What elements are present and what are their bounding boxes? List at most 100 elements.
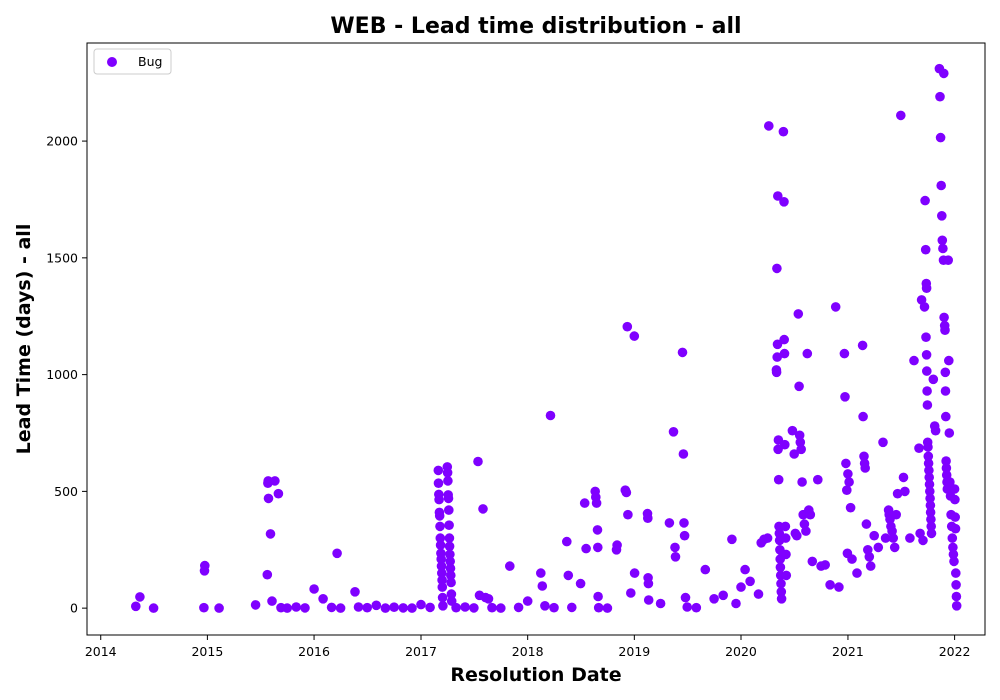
x-tick-label: 2022 bbox=[939, 644, 971, 659]
data-point bbox=[444, 505, 454, 515]
data-point bbox=[896, 110, 906, 121]
data-point bbox=[473, 456, 483, 467]
data-point bbox=[771, 367, 782, 378]
data-point bbox=[451, 602, 461, 613]
data-point bbox=[273, 488, 284, 499]
data-point bbox=[924, 479, 935, 490]
data-point bbox=[921, 350, 932, 360]
data-point bbox=[575, 578, 586, 589]
data-point bbox=[841, 458, 851, 469]
data-point bbox=[282, 603, 293, 613]
data-point bbox=[443, 493, 454, 504]
data-point bbox=[852, 568, 862, 578]
data-point bbox=[930, 425, 941, 436]
data-point bbox=[780, 533, 791, 543]
y-tick-label: 1500 bbox=[46, 250, 78, 265]
data-point bbox=[773, 474, 784, 485]
x-tick-label: 2017 bbox=[405, 644, 437, 659]
data-point bbox=[446, 570, 456, 581]
data-point bbox=[900, 486, 910, 497]
data-point bbox=[425, 602, 435, 613]
data-point bbox=[445, 556, 456, 567]
data-point bbox=[262, 569, 273, 580]
data-point bbox=[679, 518, 689, 528]
data-point bbox=[773, 191, 783, 201]
data-point bbox=[941, 456, 951, 466]
data-point bbox=[937, 211, 947, 221]
data-point bbox=[214, 603, 224, 613]
data-point bbox=[318, 594, 328, 604]
data-point bbox=[898, 472, 909, 483]
data-point bbox=[772, 263, 782, 274]
data-point bbox=[779, 348, 790, 359]
data-point bbox=[813, 474, 823, 485]
data-point bbox=[300, 603, 310, 613]
data-point bbox=[780, 521, 791, 532]
data-point bbox=[445, 563, 456, 574]
data-point bbox=[437, 582, 448, 592]
data-point bbox=[925, 500, 936, 511]
data-point bbox=[380, 603, 391, 613]
data-point bbox=[593, 602, 604, 613]
y-tick-label: 2000 bbox=[46, 134, 78, 149]
data-point bbox=[925, 507, 936, 518]
data-point bbox=[655, 598, 666, 609]
data-point bbox=[718, 590, 728, 601]
data-point bbox=[602, 603, 613, 613]
y-tick-label: 500 bbox=[54, 484, 78, 499]
data-point bbox=[776, 578, 786, 589]
data-point bbox=[922, 366, 932, 376]
data-point bbox=[793, 309, 804, 319]
data-point bbox=[825, 580, 835, 590]
data-point bbox=[643, 513, 653, 523]
data-point bbox=[446, 577, 456, 588]
data-point bbox=[951, 568, 961, 578]
data-point bbox=[623, 509, 633, 520]
data-point bbox=[948, 549, 959, 560]
data-point bbox=[773, 444, 783, 455]
data-point bbox=[950, 512, 960, 522]
data-point bbox=[444, 520, 454, 530]
data-point bbox=[736, 582, 746, 592]
data-point bbox=[775, 562, 786, 573]
x-axis-label: Resolution Date bbox=[450, 664, 621, 686]
data-point bbox=[926, 528, 937, 539]
data-point bbox=[944, 428, 955, 438]
data-point bbox=[935, 91, 945, 102]
data-point bbox=[925, 493, 935, 504]
data-point bbox=[434, 511, 445, 521]
x-tick-label: 2020 bbox=[725, 644, 757, 659]
data-point bbox=[709, 594, 719, 604]
data-point bbox=[935, 132, 946, 143]
data-point bbox=[939, 312, 949, 323]
data-point bbox=[839, 348, 850, 359]
data-point bbox=[950, 523, 961, 534]
data-point bbox=[920, 195, 930, 206]
data-point bbox=[794, 430, 805, 441]
data-point bbox=[434, 494, 444, 505]
data-point bbox=[436, 554, 447, 564]
data-point bbox=[878, 437, 888, 448]
data-point bbox=[563, 570, 574, 581]
data-point bbox=[389, 602, 399, 612]
data-point bbox=[781, 570, 792, 581]
data-point bbox=[949, 556, 959, 567]
data-point bbox=[858, 411, 868, 422]
data-point bbox=[562, 536, 572, 547]
data-point bbox=[779, 197, 789, 207]
data-point bbox=[794, 381, 804, 392]
data-point bbox=[350, 587, 360, 597]
axes-frame bbox=[86, 42, 986, 636]
data-point bbox=[700, 564, 711, 575]
data-point bbox=[780, 439, 790, 450]
data-point bbox=[291, 602, 302, 612]
data-point bbox=[805, 509, 816, 520]
data-point bbox=[435, 521, 445, 532]
data-point bbox=[442, 467, 453, 478]
data-point bbox=[745, 576, 755, 587]
data-point bbox=[834, 582, 844, 592]
data-point bbox=[951, 591, 962, 602]
data-point bbox=[267, 596, 277, 606]
